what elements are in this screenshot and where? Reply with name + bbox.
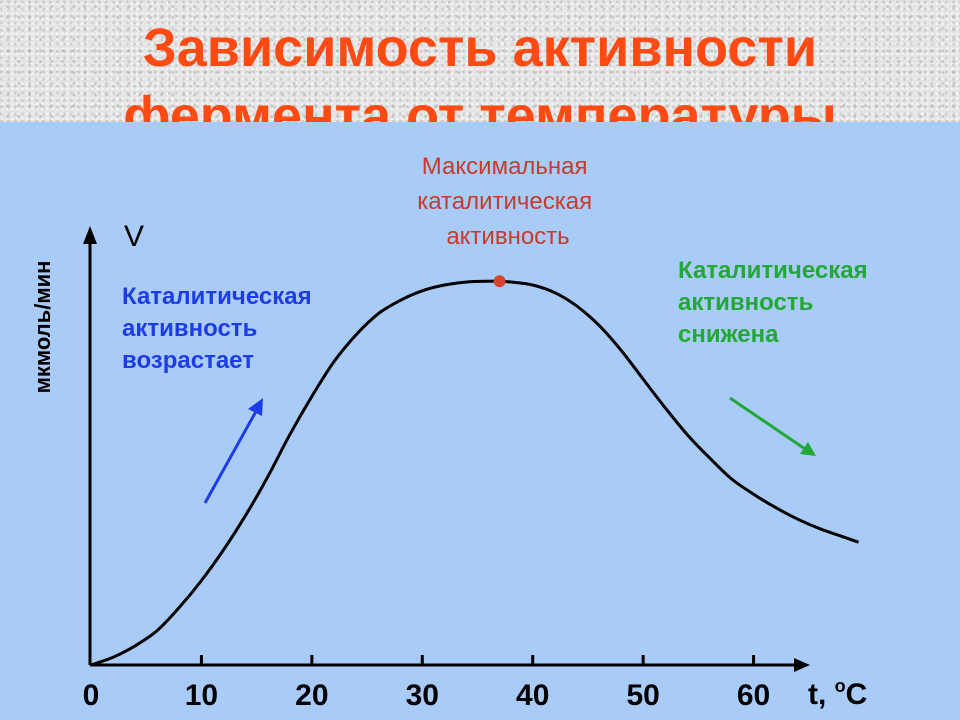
annotation-max-line-2: каталитическая: [417, 188, 592, 215]
slide-title: Зависимость активности фермента от темпе…: [0, 14, 960, 150]
x-axis-label-degree: o: [835, 676, 846, 696]
x-tick-label: 60: [737, 679, 770, 712]
annotation-increase: Каталитическая активность возрастает: [122, 283, 318, 374]
annotation-decrease: Каталитическая активность снижена: [678, 257, 874, 348]
decrease-arrowhead-icon: [800, 442, 816, 456]
x-tick-label: 40: [516, 679, 549, 712]
y-axis-arrow-icon: [83, 226, 97, 244]
increase-arrowhead-icon: [248, 398, 263, 416]
x-axis-label-unit: C: [846, 678, 868, 711]
series-line-activity: [90, 279, 860, 667]
x-tick-label: 0: [83, 679, 100, 712]
x-ticks: 0 10 20 30 40 50 60: [83, 655, 770, 712]
annotation-max-line-3: активность: [446, 223, 569, 250]
annotation-increase-line-3: возрастает: [122, 347, 254, 374]
x-axis-label-t: t,: [808, 678, 835, 711]
decrease-arrow-icon: [729, 396, 809, 453]
x-tick-label: 50: [626, 679, 659, 712]
annotation-decrease-line-3: снижена: [678, 321, 779, 348]
chart-panel: V мкмоль/мин t, oC 0 10 20 30 40 50 60 Максима…: [0, 122, 960, 720]
annotation-decrease-line-2: активность: [678, 289, 813, 316]
slide-title-line-1: Зависимость активности: [142, 18, 818, 78]
y-axis-label: мкмоль/мин: [30, 261, 55, 394]
temperature-activity-chart: V мкмоль/мин t, oC 0 10 20 30 40 50 60 Максима…: [30, 153, 874, 712]
annotation-increase-line-2: активность: [122, 315, 257, 342]
annotation-max: Максимальная каталитическая активность: [417, 153, 599, 250]
x-tick-label: 30: [406, 679, 439, 712]
annotation-max-line-1: Максимальная: [422, 153, 588, 180]
annotation-increase-line-1: Каталитическая: [122, 283, 312, 310]
x-tick-label: 10: [185, 679, 218, 712]
x-axis-label: t, oC: [808, 676, 867, 711]
y-axis-symbol: V: [124, 220, 144, 253]
x-tick-label: 20: [295, 679, 328, 712]
x-axis-arrow-icon: [794, 658, 810, 672]
peak-marker: [493, 275, 506, 288]
increase-arrow-icon: [203, 405, 261, 504]
annotation-decrease-line-1: Каталитическая: [678, 257, 868, 284]
